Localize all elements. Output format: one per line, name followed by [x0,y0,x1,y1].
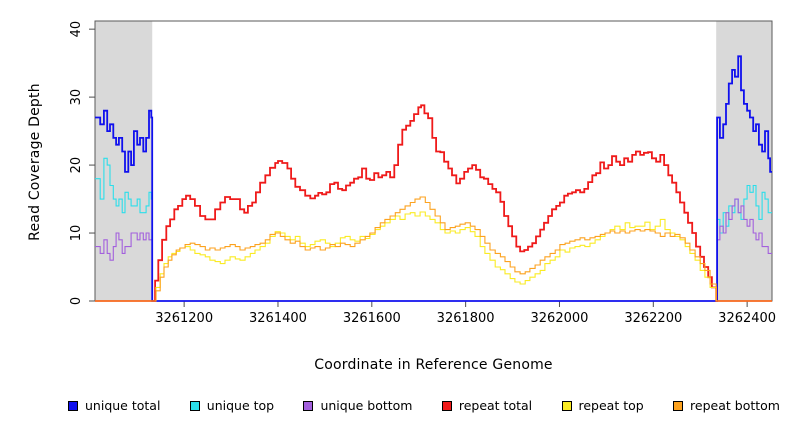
legend-label: repeat total [458,398,533,413]
legend-swatch-unique-total [68,400,78,411]
series-line-repeat-top [95,211,772,302]
legend-item-unique-bottom: unique bottom [303,398,413,413]
y-tick-label: 30 [69,89,84,106]
legend-item-repeat-total: repeat total [441,398,533,413]
series-line-unique-total [95,55,772,302]
legend: unique total unique top unique bottom repea… [68,398,780,413]
legend-label: repeat top [578,398,644,413]
legend-item-repeat-top: repeat top [561,398,644,413]
y-tick-label: 40 [69,21,84,38]
x-axis-title: Coordinate in Reference Genome [314,357,553,373]
y-axis-title: Read Coverage Depth [27,83,43,241]
y-tick-label: 20 [69,157,84,174]
legend-swatch-unique-top [189,400,200,411]
x-tick-label: 3262000 [531,311,589,326]
legend-swatch-unique-bottom [303,400,314,411]
series-line-unique-bottom [95,198,772,302]
legend-item-repeat-bottom: repeat bottom [673,398,780,413]
y-tick-label: 10 [69,225,84,242]
x-tick-label: 3261800 [437,311,495,326]
x-tick-label: 3262200 [624,311,682,326]
legend-label: unique top [206,398,275,413]
legend-swatch-repeat-total [441,400,452,411]
legend-label: unique bottom [320,398,413,413]
legend-label: repeat bottom [690,398,780,413]
shaded-region [95,21,153,301]
series-line-repeat-bottom [95,196,772,302]
x-tick-label: 3262400 [718,311,776,326]
x-tick-label: 3261200 [155,311,213,326]
plot-box [94,20,773,302]
series-line-repeat-total [95,104,772,302]
legend-label: unique total [85,398,161,413]
legend-swatch-repeat-bottom [673,400,684,411]
y-tick-label: 0 [69,297,84,305]
shaded-region [716,21,772,301]
x-tick-label: 3261600 [343,311,401,326]
legend-swatch-repeat-top [561,400,572,411]
legend-item-unique-top: unique top [189,398,275,413]
x-tick-label: 3261400 [249,311,307,326]
legend-item-unique-total: unique total [68,398,160,413]
